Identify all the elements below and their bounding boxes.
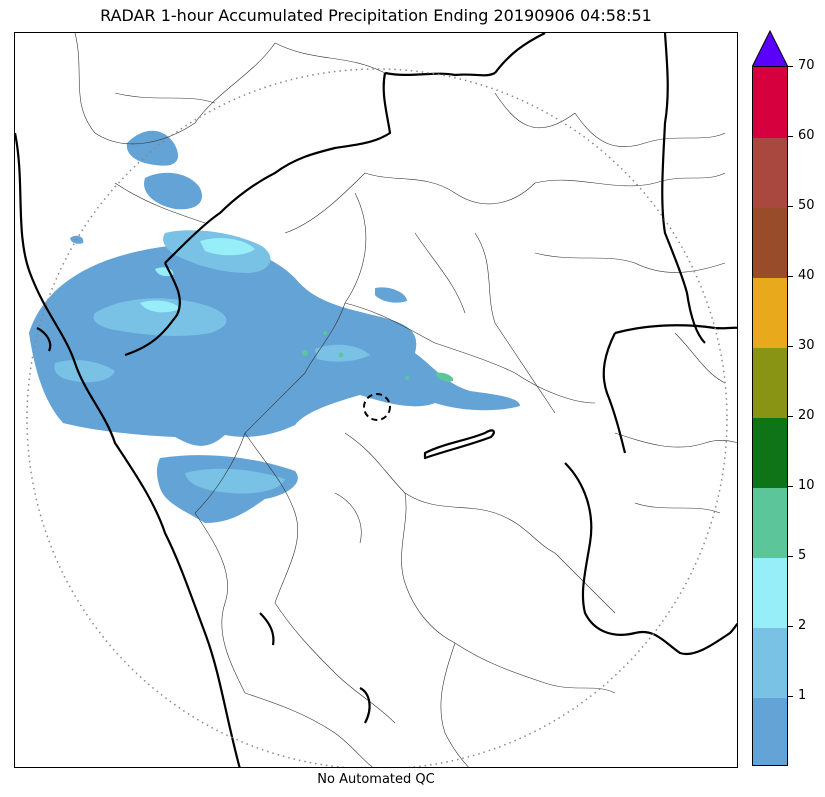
colorbar-tick: [788, 346, 793, 347]
colorbar-segment: [753, 487, 787, 558]
colorbar-tick-label: 10: [798, 478, 815, 493]
colorbar-segment: [753, 137, 787, 208]
qc-note: No Automated QC: [317, 772, 435, 787]
colorbar-extend-arrow: [752, 30, 788, 67]
colorbar-tick: [788, 66, 793, 67]
precip-light: [29, 130, 520, 523]
colorbar-tick: [788, 626, 793, 627]
precip-heavy: [140, 238, 255, 313]
radar-range-ring: [26, 68, 728, 767]
colorbar-segment: [753, 277, 787, 348]
radar-map: [14, 32, 738, 768]
colorbar-segment: [753, 207, 787, 278]
colorbar: 1 2 5 10 20 30 40 50 60 70: [752, 30, 815, 768]
map-canvas: [15, 33, 737, 767]
colorbar-tick: [788, 486, 793, 487]
colorbar-tick: [788, 276, 793, 277]
colorbar-tick: [788, 136, 793, 137]
colorbar-segment: [753, 557, 787, 628]
state-borders: [15, 33, 737, 767]
colorbar-tick: [788, 416, 793, 417]
precip-moderate: [54, 230, 370, 494]
colorbar-tick: [788, 206, 793, 207]
colorbar-segment: [753, 347, 787, 418]
radar-site-marker: [363, 393, 391, 421]
colorbar-tick: [788, 556, 793, 557]
colorbar-tick: [788, 696, 793, 697]
colorbar-tick-label: 60: [798, 128, 815, 143]
colorbar-segment: [753, 417, 787, 488]
colorbar-segment: [753, 627, 787, 698]
chart-title: RADAR 1-hour Accumulated Precipitation E…: [100, 6, 652, 25]
colorbar-tick-label: 5: [798, 548, 807, 563]
colorbar-tick-label: 40: [798, 268, 815, 283]
colorbar-scale: [752, 66, 788, 766]
precip-intense: [302, 331, 454, 382]
colorbar-segment: [753, 67, 787, 138]
colorbar-segment: [753, 697, 787, 765]
colorbar-tick-label: 30: [798, 338, 815, 353]
colorbar-tick-label: 70: [798, 58, 815, 73]
district-borders: [74, 33, 737, 767]
colorbar-tick-label: 20: [798, 408, 815, 423]
colorbar-tick-label: 1: [798, 688, 807, 703]
colorbar-tick-label: 50: [798, 198, 815, 213]
colorbar-tick-label: 2: [798, 618, 807, 633]
